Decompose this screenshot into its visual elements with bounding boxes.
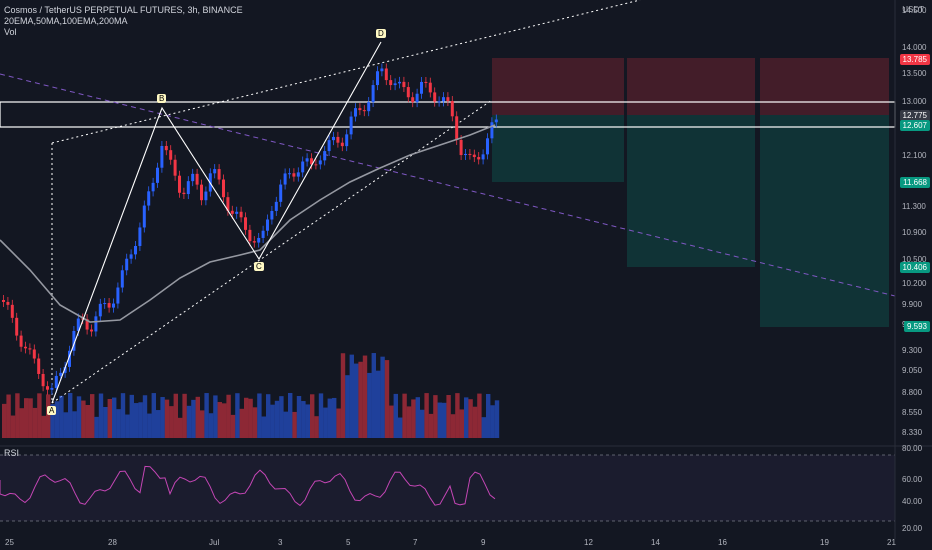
rsi-legend: RSI bbox=[4, 448, 20, 458]
price-tick: 11.300 bbox=[902, 202, 926, 211]
rsi-band bbox=[0, 455, 895, 521]
rsi-line bbox=[0, 465, 496, 507]
price-tick: 10.900 bbox=[902, 228, 927, 237]
price-tag-current: 12.607 bbox=[899, 120, 930, 131]
time-tick: 14 bbox=[651, 538, 660, 547]
rsi-axis: 80.00 60.00 40.00 20.00 bbox=[902, 444, 923, 533]
price-tick: 9.900 bbox=[902, 300, 923, 309]
price-tick: 13.500 bbox=[902, 69, 927, 78]
time-tick: 16 bbox=[718, 538, 727, 547]
time-tick: 7 bbox=[413, 538, 418, 547]
price-tag-entry: 12.775 bbox=[899, 110, 930, 121]
time-tick: 9 bbox=[481, 538, 486, 547]
indicator-legend: 20EMA,50MA,100EMA,200MA bbox=[4, 16, 128, 26]
price-tick: 9.050 bbox=[902, 366, 923, 375]
price-tick: 14.500 bbox=[902, 6, 927, 15]
volume-legend: Vol bbox=[4, 27, 17, 37]
time-tick: 25 bbox=[5, 538, 14, 547]
volume-bars bbox=[2, 353, 500, 438]
price-tick: 10.500 bbox=[902, 255, 927, 264]
abcd-pattern[interactable] bbox=[51, 41, 382, 404]
rsi-tick: 60.00 bbox=[902, 475, 923, 484]
price-axis[interactable]: 14.50014.00013.50013.00012.50012.10011.7… bbox=[902, 6, 927, 437]
time-axis[interactable]: 25 28 Jul 3 5 7 9 12 14 16 19 21 bbox=[5, 538, 896, 547]
descending-trendline[interactable] bbox=[0, 73, 896, 297]
pattern-point-b[interactable]: B bbox=[157, 94, 167, 103]
position-boxes[interactable] bbox=[492, 58, 889, 327]
time-tick: 28 bbox=[108, 538, 117, 547]
time-tick: Jul bbox=[209, 538, 219, 547]
price-tick: 14.000 bbox=[902, 43, 927, 52]
price-tick: 13.000 bbox=[902, 97, 927, 106]
pattern-point-a[interactable]: A bbox=[47, 406, 57, 415]
lower-channel-line[interactable] bbox=[51, 99, 493, 404]
time-tick: 19 bbox=[820, 538, 829, 547]
chart-title: Cosmos / TetherUS PERPETUAL FUTURES, 3h,… bbox=[4, 5, 243, 15]
pattern-point-d[interactable]: D bbox=[376, 29, 386, 38]
price-tick: 12.100 bbox=[902, 151, 927, 160]
price-tick: 8.550 bbox=[902, 408, 923, 417]
moving-average-line bbox=[0, 124, 496, 323]
upper-channel-line[interactable] bbox=[51, 0, 641, 144]
rsi-pane bbox=[0, 447, 895, 539]
price-tag-target-1: 11.668 bbox=[900, 177, 930, 188]
price-tick: 8.330 bbox=[902, 428, 923, 437]
price-tag-stop: 13.785 bbox=[899, 54, 930, 65]
rsi-tick: 40.00 bbox=[902, 497, 923, 506]
currency-label: USDT bbox=[902, 5, 924, 14]
pattern-point-c[interactable]: C bbox=[254, 262, 264, 271]
time-tick: 21 bbox=[887, 538, 896, 547]
price-tick: 8.800 bbox=[902, 388, 923, 397]
time-tick: 3 bbox=[278, 538, 283, 547]
time-tick: 5 bbox=[346, 538, 351, 547]
rsi-tick: 20.00 bbox=[902, 524, 923, 533]
price-tag-target-2: 10.406 bbox=[899, 262, 930, 273]
candlesticks bbox=[2, 63, 498, 395]
time-tick: 12 bbox=[584, 538, 593, 547]
price-tick: 9.300 bbox=[902, 346, 923, 355]
price-tag-target-3: 9.593 bbox=[903, 321, 930, 332]
rsi-tick: 80.00 bbox=[902, 444, 923, 453]
price-tick: 10.200 bbox=[902, 279, 927, 288]
